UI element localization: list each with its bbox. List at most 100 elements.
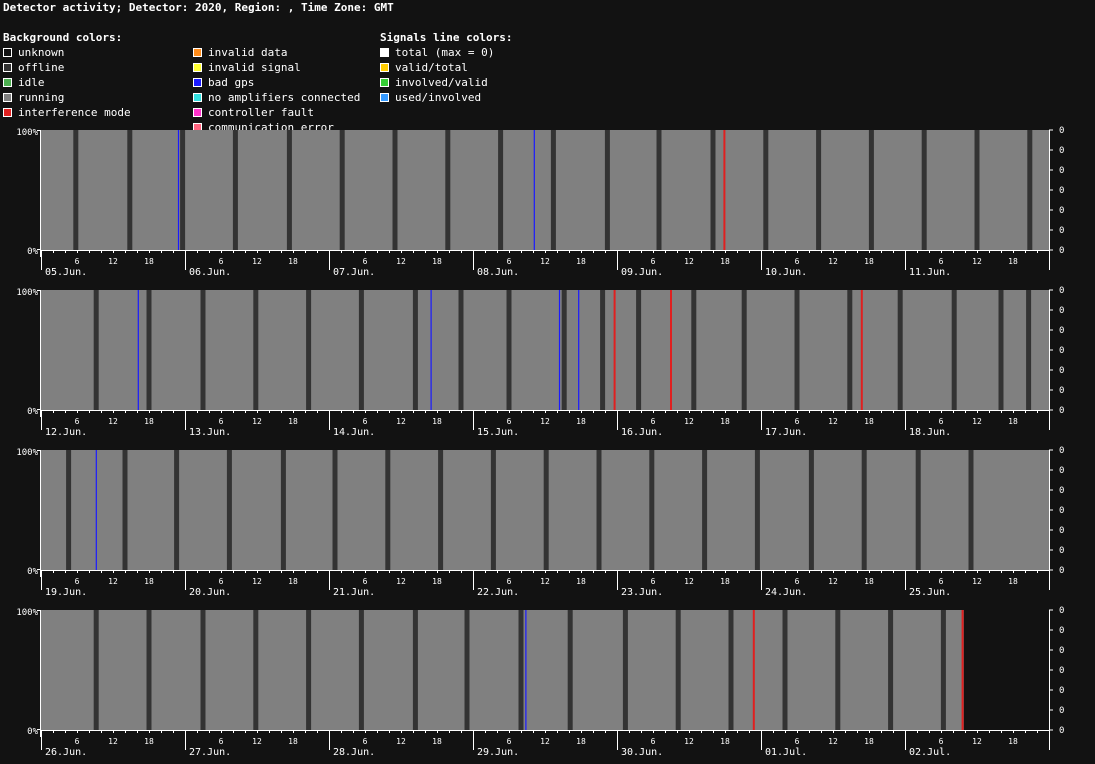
background-legend-item: interference mode [3, 105, 131, 120]
interference-marker [860, 290, 863, 410]
background-legend-item-swatch [3, 48, 12, 57]
y-label-top: 100% [16, 288, 38, 298]
offline-gap [73, 130, 79, 250]
background-legend-item: bad gps [193, 75, 360, 90]
right-y-label: 0 [1059, 526, 1064, 536]
hour-tick-label: 6 [219, 577, 224, 586]
offline-gap [306, 610, 312, 730]
offline-gap [506, 290, 512, 410]
hour-tick-label: 18 [576, 257, 586, 266]
offline-gap [174, 450, 180, 570]
day-label: 19.Jun. [45, 587, 87, 598]
hour-tick-label: 12 [828, 577, 838, 586]
y-label-top: 100% [16, 608, 38, 618]
background-legend-item: controller fault [193, 105, 360, 120]
right-y-label: 0 [1059, 166, 1064, 176]
offline-gap [358, 290, 364, 410]
offline-gap [438, 450, 444, 570]
signals-legend-item: used/involved [380, 90, 512, 105]
hour-tick-label: 12 [684, 577, 694, 586]
day-label: 17.Jun. [765, 427, 807, 438]
interference-marker [723, 130, 726, 250]
day-label: 30.Jun. [621, 747, 663, 758]
offline-gap [1026, 290, 1032, 410]
background-legend-item-label: idle [18, 76, 45, 89]
hour-tick-label: 6 [651, 577, 656, 586]
day-label: 27.Jun. [189, 747, 231, 758]
y-label-bottom: 0% [27, 247, 38, 257]
offline-gap [200, 610, 206, 730]
hour-tick-label: 12 [972, 577, 982, 586]
hour-tick-label: 12 [396, 577, 406, 586]
hour-tick-label: 6 [363, 577, 368, 586]
background-legend-item: invalid data [193, 45, 360, 60]
right-y-label: 0 [1059, 466, 1064, 476]
background-legend-item-label: controller fault [208, 106, 314, 119]
hour-tick-label: 6 [651, 257, 656, 266]
offline-gap [835, 610, 841, 730]
right-y-label: 0 [1059, 546, 1064, 556]
right-y-label: 0 [1059, 506, 1064, 516]
bad-gps-marker [525, 610, 527, 730]
hour-tick-label: 12 [108, 417, 118, 426]
offline-gap [122, 450, 128, 570]
day-label: 01.Jul. [765, 747, 807, 758]
offline-gap [93, 610, 99, 730]
right-y-label: 0 [1059, 306, 1064, 316]
hour-tick-label: 12 [252, 737, 262, 746]
hour-tick-label: 6 [507, 257, 512, 266]
day-label: 06.Jun. [189, 267, 231, 278]
day-label: 26.Jun. [45, 747, 87, 758]
signals-legend-item-swatch [380, 78, 389, 87]
hour-tick-label: 18 [864, 257, 874, 266]
hour-tick-label: 6 [363, 737, 368, 746]
hour-tick-label: 6 [939, 257, 944, 266]
offline-gap [702, 450, 708, 570]
offline-gap [392, 130, 398, 250]
offline-gap [763, 130, 769, 250]
hour-tick-label: 18 [720, 417, 730, 426]
background-legend-item-label: unknown [18, 46, 65, 59]
hour-tick-label: 18 [576, 417, 586, 426]
day-label: 05.Jun. [45, 267, 87, 278]
bad-gps-marker [578, 290, 580, 410]
day-label: 12.Jun. [45, 427, 87, 438]
offline-gap [127, 130, 133, 250]
offline-gap [861, 450, 867, 570]
hour-tick-label: 6 [219, 417, 224, 426]
background-legend-item-swatch [193, 108, 202, 117]
hour-tick-label: 18 [432, 737, 442, 746]
signals-legend-item-swatch [380, 63, 389, 72]
hour-tick-label: 12 [684, 417, 694, 426]
offline-gap [200, 290, 206, 410]
y-label-bottom: 0% [27, 567, 38, 577]
offline-gap [915, 450, 921, 570]
offline-gap [622, 610, 628, 730]
offline-gap [306, 290, 312, 410]
offline-gap [710, 130, 716, 250]
offline-gap [146, 610, 152, 730]
hour-tick-label: 18 [432, 417, 442, 426]
y-label-bottom: 0% [27, 407, 38, 417]
offline-gap [600, 290, 606, 410]
offline-gap [490, 450, 496, 570]
bad-gps-marker [558, 290, 561, 410]
offline-gap [567, 610, 573, 730]
offline-gap [445, 130, 451, 250]
interference-marker [613, 290, 616, 410]
hour-tick-label: 12 [972, 737, 982, 746]
hour-tick-label: 6 [75, 417, 80, 426]
offline-gap [498, 130, 504, 250]
offline-gap [868, 130, 874, 250]
right-y-label: 0 [1059, 686, 1064, 696]
hour-tick-label: 18 [864, 417, 874, 426]
day-label: 09.Jun. [621, 267, 663, 278]
right-y-label: 0 [1059, 666, 1064, 676]
hour-tick-label: 12 [828, 737, 838, 746]
hour-tick-label: 12 [540, 417, 550, 426]
hour-tick-label: 6 [651, 737, 656, 746]
running-background [41, 610, 964, 730]
right-y-label: 0 [1059, 186, 1064, 196]
right-y-label: 0 [1059, 606, 1064, 616]
y-label-top: 100% [16, 448, 38, 458]
